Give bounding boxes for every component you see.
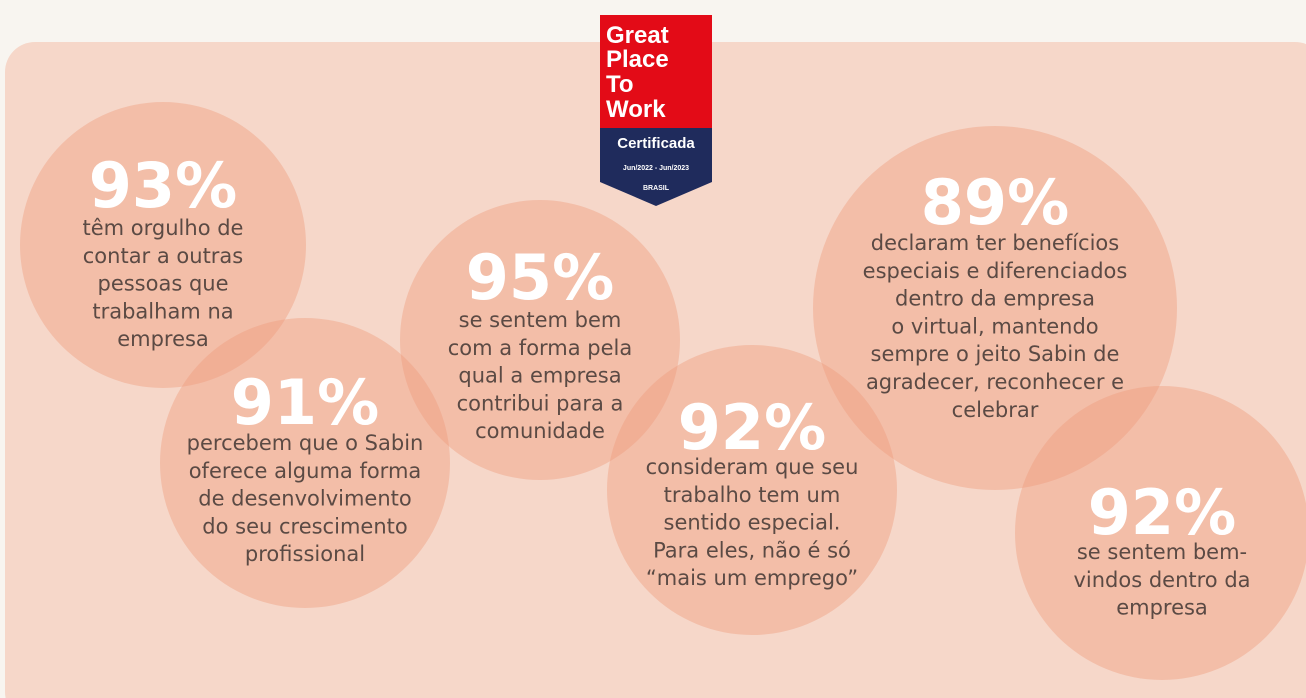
stat-percent: 92% bbox=[1088, 476, 1236, 549]
stat-text: o virtual, mantendo bbox=[891, 314, 1098, 338]
stat-text: qual a empresa bbox=[458, 364, 621, 388]
stat-text: vindos dentro da bbox=[1073, 568, 1250, 592]
stat-text: consideram que seu bbox=[646, 455, 859, 479]
stat-text: empresa bbox=[117, 327, 209, 351]
badge-navy bbox=[600, 128, 712, 206]
badge-period: Jun/2022 - Jun/2023 bbox=[623, 165, 689, 172]
stat-percent: 93% bbox=[89, 149, 237, 222]
stat-text: de desenvolvimento bbox=[198, 487, 412, 511]
stat-text: Para eles, não é só bbox=[653, 538, 851, 562]
bubble bbox=[607, 345, 897, 635]
bubble bbox=[1015, 386, 1306, 680]
stat-text: trabalham na bbox=[92, 299, 233, 323]
badge-country: BRASIL bbox=[643, 185, 670, 192]
stat-text: contribui para a bbox=[457, 391, 624, 415]
stat-text: pessoas que bbox=[97, 272, 228, 296]
stat-text: agradecer, reconhecer e bbox=[866, 370, 1124, 394]
badge-line: Place bbox=[606, 46, 669, 73]
stat-text: trabalho tem um bbox=[664, 483, 841, 507]
badge-line: Work bbox=[606, 96, 666, 123]
badge-certified: Certificada bbox=[617, 135, 695, 152]
bubble bbox=[20, 102, 306, 388]
stat-text: especiais e diferenciados bbox=[863, 259, 1128, 283]
badge-red bbox=[600, 15, 712, 128]
bubble bbox=[813, 126, 1177, 490]
stat-text: têm orgulho de bbox=[83, 216, 244, 240]
stat-text: comunidade bbox=[475, 419, 605, 443]
stat-text: celebrar bbox=[952, 398, 1039, 422]
badge-line: To bbox=[606, 71, 634, 98]
stat-text: contar a outras bbox=[83, 244, 244, 268]
stat-percent: 95% bbox=[466, 241, 614, 314]
bubble bbox=[400, 200, 680, 480]
stat-text: se sentem bem bbox=[459, 308, 622, 332]
stat-percent: 89% bbox=[921, 166, 1069, 239]
stat-text: percebem que o Sabin bbox=[187, 431, 424, 455]
stat-percent: 92% bbox=[678, 391, 826, 464]
stat-text: sentido especial. bbox=[664, 511, 841, 535]
stat-text: oferece alguma forma bbox=[189, 459, 422, 483]
stat-text: empresa bbox=[1116, 596, 1208, 620]
stat-text: se sentem bem- bbox=[1077, 540, 1247, 564]
bubbles: 93%têm orgulho de contar a outras pessoas … bbox=[20, 102, 1306, 680]
stat-text: sempre o jeito Sabin de bbox=[871, 342, 1120, 366]
stat-text: profissional bbox=[245, 542, 365, 566]
bubble bbox=[160, 318, 450, 608]
stat-text: declaram ter benefícios bbox=[871, 231, 1119, 255]
stat-percent: 91% bbox=[231, 366, 379, 439]
stat-text: “mais um emprego” bbox=[646, 566, 858, 590]
badge: Great Place To Work Certificada Jun/2022… bbox=[600, 15, 712, 206]
stat-text: com a forma pela bbox=[448, 336, 633, 360]
badge-line: Great bbox=[606, 22, 669, 49]
stat-text: do seu crescimento bbox=[202, 514, 407, 538]
panel bbox=[5, 42, 1306, 698]
stat-text: dentro da empresa bbox=[895, 287, 1095, 311]
